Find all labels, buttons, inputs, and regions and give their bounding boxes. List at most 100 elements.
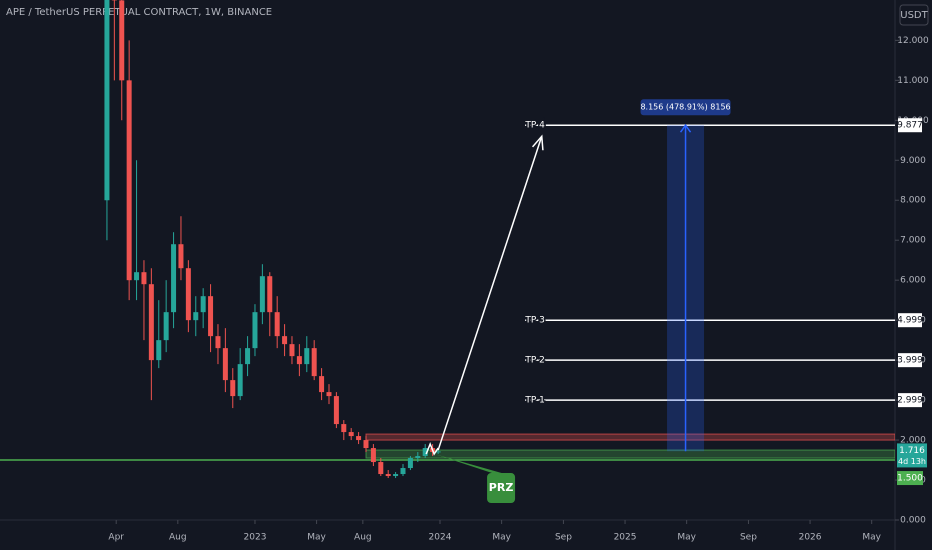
candle-body [282, 336, 288, 345]
candle-body [252, 312, 258, 349]
annotation-pointer [434, 454, 506, 475]
candle-body [304, 348, 310, 365]
x-tick-label: May [862, 533, 881, 543]
red-zone [365, 433, 895, 441]
x-tick-label: May [492, 533, 511, 543]
target-label: TP 3 [524, 316, 545, 326]
measure-label: 8.156 (478.91%) 8156 [640, 103, 730, 112]
candle-body [356, 436, 362, 441]
candle-body [222, 348, 228, 381]
candle-body [267, 276, 273, 313]
candle-body [259, 276, 265, 313]
candle-body [289, 344, 295, 357]
target-price-box [898, 313, 922, 328]
candle-body [341, 424, 347, 433]
candle-body [163, 312, 169, 341]
last-price-label: 1.716 [899, 446, 925, 456]
candle-body [156, 340, 162, 361]
measure-label-box [640, 99, 731, 116]
candle-body [378, 462, 384, 475]
candle-body [393, 474, 399, 477]
candle-body [333, 396, 339, 425]
target-price-label: 4.999 [897, 316, 923, 326]
annotation-box [487, 473, 516, 504]
candle-body [237, 364, 243, 397]
target-label: TP 1 [524, 396, 545, 406]
plot-area: TP 4 TP 3 TP 2 TP 1 8.156 (478.91%) 8156 PRZ [0, 0, 895, 504]
target-price-box [898, 118, 922, 133]
y-tick-label: 8.000 [900, 196, 926, 206]
support-price-box [897, 471, 923, 486]
y-tick-label: 2.000 [900, 436, 926, 446]
support-price-label: 1.500 [897, 474, 923, 484]
candle-body [141, 272, 147, 285]
target-label: TP 4 [524, 121, 545, 131]
candle-body [193, 312, 199, 321]
target-price-label: 2.999 [897, 396, 923, 406]
y-tick-label: 6.000 [900, 276, 926, 286]
y-tick-label: 11.000 [897, 76, 929, 86]
candle-body [274, 312, 280, 337]
currency-button-label[interactable]: USDT [900, 10, 928, 21]
annotation-text: PRZ [489, 481, 514, 494]
candle-body [311, 348, 317, 377]
candle-body [200, 296, 206, 313]
x-tick-label: Aug [354, 533, 372, 543]
candle-body [208, 296, 214, 337]
chart-title: APE / TetherUS PERPETUAL CONTRACT, 1W, B… [6, 7, 272, 18]
candle-body [148, 284, 154, 361]
last-price-box [897, 443, 927, 468]
green-zone [365, 449, 895, 459]
target-price-box [898, 393, 922, 408]
x-tick-label: Aug [169, 533, 187, 543]
projection-zigzag [425, 442, 439, 456]
x-tick-label: May [307, 533, 326, 543]
candle-body [370, 448, 376, 463]
y-tick-label: 7.000 [900, 236, 926, 246]
candle-body [415, 456, 421, 459]
candle-body [215, 336, 221, 349]
projection-arrow [437, 136, 543, 451]
candle-body [363, 440, 369, 449]
target-price-label: 9.877 [897, 121, 923, 131]
x-tick-label: 2023 [244, 533, 267, 543]
target-label: TP 2 [524, 356, 545, 366]
candle-body [385, 474, 391, 477]
candle-body [178, 244, 184, 269]
target-price-box [898, 353, 922, 368]
candle-body [422, 448, 428, 457]
x-tick-label: Apr [108, 533, 124, 543]
x-tick-label: 2024 [429, 533, 452, 543]
axes: 0.0001.0002.0003.0004.0005.0006.0007.000… [108, 36, 929, 543]
candle-body [126, 80, 132, 281]
y-tick-label: 0.000 [900, 516, 926, 526]
currency-button[interactable] [899, 4, 929, 26]
x-tick-label: May [677, 533, 696, 543]
x-tick-label: Sep [555, 533, 572, 543]
target-price-label: 3.999 [897, 356, 923, 366]
candle-body [326, 392, 332, 397]
measure-arrow-head [679, 123, 692, 133]
candle-body [296, 356, 302, 365]
candle-body [407, 458, 413, 469]
candle-body [400, 468, 406, 475]
countdown-label: 4d 13h [898, 457, 926, 466]
x-tick-label: 2025 [614, 533, 637, 543]
y-tick-label: 9.000 [900, 156, 926, 166]
candle-body [348, 432, 354, 437]
candle-body [435, 451, 441, 453]
x-tick-label: 2026 [799, 533, 822, 543]
candle-body [230, 380, 236, 397]
candle-body [119, 0, 125, 81]
x-tick-label: Sep [740, 533, 757, 543]
candle-body [134, 272, 140, 281]
candle-body [104, 0, 110, 201]
candle-body [171, 244, 177, 313]
y-tick-label: 12.000 [897, 36, 929, 46]
projection-arrow-head [531, 134, 544, 151]
candle-body [245, 348, 251, 365]
candle-body [185, 268, 191, 321]
